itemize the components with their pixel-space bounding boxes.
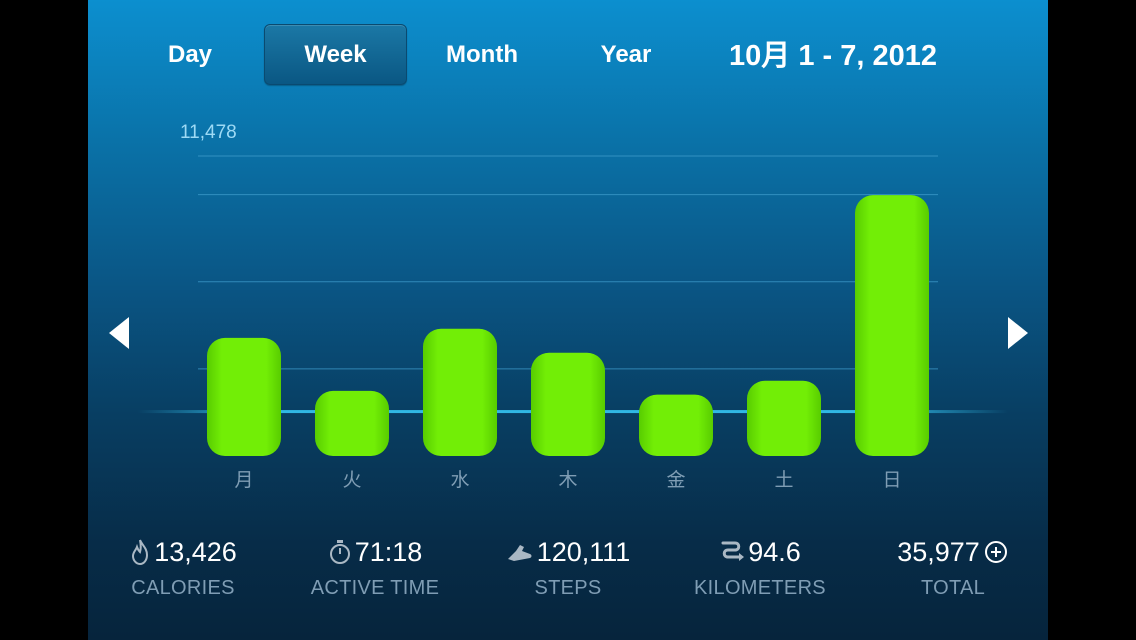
tab-day[interactable]: Day — [167, 40, 213, 68]
kilometers-label: KILOMETERS — [694, 577, 826, 599]
stat-kilometers: 94.6 KILOMETERS — [665, 534, 855, 600]
route-icon — [721, 541, 745, 561]
stopwatch-icon — [329, 540, 350, 564]
weekly-bar-chart: 月火水木金土日 — [138, 155, 1008, 491]
chart-tick-label: 火 — [342, 469, 361, 491]
steps-value: 120,111 — [536, 536, 631, 567]
chart-tick-label: 金 — [666, 469, 685, 491]
chart-bar[interactable] — [747, 380, 821, 456]
chart-bar[interactable] — [207, 337, 281, 456]
calories-label: CALORIES — [131, 577, 235, 599]
tab-month[interactable]: Month — [446, 40, 518, 68]
total-value: 35,977 — [897, 536, 980, 567]
active-time-label: ACTIVE TIME — [310, 577, 440, 599]
chart-tick-label: 日 — [882, 469, 901, 491]
total-label: TOTAL — [920, 577, 986, 599]
flame-icon — [132, 539, 149, 565]
stat-active-time: 71:18 ACTIVE TIME — [280, 534, 470, 600]
chart-bar[interactable] — [423, 328, 497, 456]
chart-tick-label: 水 — [450, 469, 469, 491]
chart-bar[interactable] — [315, 390, 389, 456]
steps-label: STEPS — [534, 577, 602, 599]
chart-tick-label: 木 — [558, 469, 577, 491]
stat-steps: 120,111 STEPS — [473, 534, 663, 600]
active-time-value: 71:18 — [354, 536, 423, 567]
date-range-title: 10月 1 - 7, 2012 — [729, 40, 937, 72]
tab-year[interactable]: Year — [600, 40, 652, 68]
app-screen: Day Week Month Year 10月 1 - 7, 2012 11,4… — [88, 0, 1048, 640]
chart-tick-label: 月 — [234, 469, 253, 491]
chart-tick-label: 土 — [774, 469, 793, 491]
fuel-icon — [984, 541, 1007, 563]
chart-bar[interactable] — [639, 394, 713, 456]
tab-week[interactable]: Week — [264, 24, 407, 85]
shoe-icon — [507, 545, 532, 561]
chart-max-label: 11,478 — [180, 122, 237, 143]
stat-total: 35,977 TOTAL — [858, 534, 1048, 600]
kilometers-value: 94.6 — [748, 536, 801, 567]
chart-bar[interactable] — [531, 352, 605, 456]
next-week-arrow-icon[interactable] — [1006, 316, 1030, 350]
calories-value: 13,426 — [154, 536, 237, 567]
chart-bar[interactable] — [855, 195, 929, 456]
stat-calories: 13,426 CALORIES — [88, 534, 278, 600]
previous-week-arrow-icon[interactable] — [107, 316, 131, 350]
